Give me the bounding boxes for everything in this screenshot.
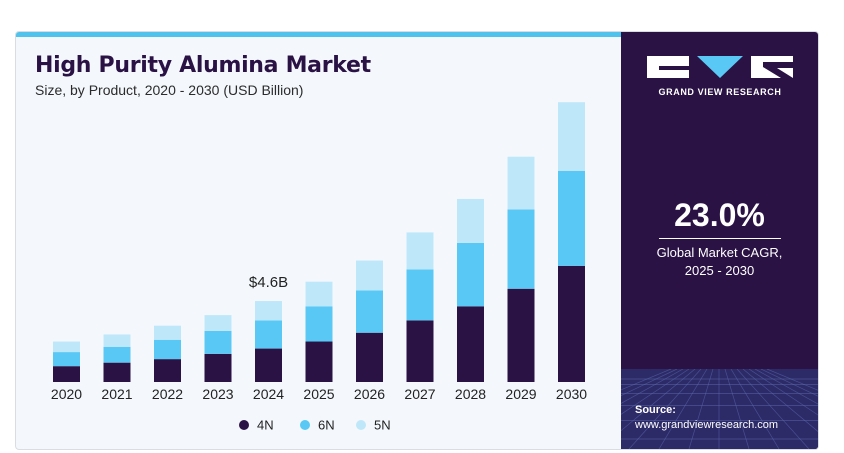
source-label: Source: <box>635 404 676 416</box>
bar-4N-2023 <box>204 353 232 382</box>
bar-4N-2027 <box>406 320 434 382</box>
bar-5N-2022 <box>154 325 181 340</box>
gvr-logo-icon <box>647 56 793 78</box>
bar-6N-2029 <box>507 209 535 289</box>
x-tick-label: 2023 <box>202 386 233 402</box>
legend-swatch-6N <box>300 420 310 430</box>
legend-label-6N: 6N <box>318 418 335 433</box>
x-tick-label: 2022 <box>152 386 183 402</box>
brand-name: GRAND VIEW RESEARCH <box>658 87 782 97</box>
bar-6N-2027 <box>406 269 434 321</box>
bar-6N-2022 <box>154 339 181 360</box>
bar-5N-2021 <box>103 334 131 347</box>
cagr-label: Global Market CAGR, 2025 - 2030 <box>621 244 818 280</box>
x-tick-label: 2021 <box>101 386 132 402</box>
bar-5N-2023 <box>204 315 232 331</box>
bar-4N-2021 <box>103 362 131 382</box>
x-tick-label: 2027 <box>404 386 435 402</box>
bar-6N-2020 <box>53 352 80 367</box>
x-tick-label: 2020 <box>51 386 82 402</box>
bar-4N-2024 <box>255 348 282 382</box>
source-url[interactable]: www.grandviewresearch.com <box>635 419 779 431</box>
chart-panel: High Purity Alumina Market Size, by Prod… <box>16 32 621 449</box>
cagr-divider <box>659 238 781 239</box>
annotation-label: $4.6B <box>249 274 288 291</box>
bar-6N-2023 <box>204 330 232 354</box>
bar-6N-2021 <box>103 346 131 363</box>
bar-6N-2024 <box>255 320 282 349</box>
info-sidebar: GRAND VIEW RESEARCH 23.0% Global Market … <box>621 32 818 449</box>
chart-title: High Purity Alumina Market <box>35 53 371 78</box>
legend-label-5N: 5N <box>374 418 391 433</box>
bar-4N-2030 <box>558 265 585 382</box>
cagr-label-line1: Global Market CAGR, <box>656 245 783 260</box>
bar-6N-2030 <box>558 170 585 266</box>
bar-5N-2027 <box>406 232 434 270</box>
x-tick-label: 2029 <box>505 386 536 402</box>
decorative-grid <box>621 369 818 449</box>
bar-5N-2030 <box>558 102 585 171</box>
bar-4N-2025 <box>305 341 333 382</box>
bar-6N-2025 <box>305 306 333 342</box>
accent-bar <box>16 32 621 37</box>
brand-logo: GRAND VIEW RESEARCH <box>645 53 795 113</box>
bar-4N-2022 <box>154 359 181 382</box>
bar-4N-2026 <box>356 332 383 382</box>
x-tick-label: 2026 <box>354 386 385 402</box>
legend-swatch-5N <box>356 420 366 430</box>
bar-4N-2020 <box>53 366 80 382</box>
bar-4N-2028 <box>457 306 484 382</box>
cagr-label-line2: 2025 - 2030 <box>684 263 755 278</box>
x-tick-label: 2025 <box>303 386 334 402</box>
x-tick-label: 2024 <box>253 386 284 402</box>
legend-label-4N: 4N <box>257 418 274 433</box>
infographic-card: High Purity Alumina Market Size, by Prod… <box>15 31 819 450</box>
bar-4N-2029 <box>507 288 535 382</box>
bar-5N-2026 <box>356 260 383 291</box>
bar-5N-2029 <box>507 156 535 210</box>
x-tick-label: 2028 <box>455 386 486 402</box>
bar-6N-2026 <box>356 290 383 333</box>
chart-subtitle: Size, by Product, 2020 - 2030 (USD Billi… <box>35 82 304 98</box>
cagr-value: 23.0% <box>674 197 765 233</box>
legend-swatch-4N <box>239 420 249 430</box>
bar-5N-2025 <box>305 281 333 307</box>
bar-5N-2028 <box>457 198 484 243</box>
x-tick-label: 2030 <box>556 386 587 402</box>
bar-5N-2020 <box>53 341 80 353</box>
stacked-bar-chart: 2020 2021 2022 2023 $4.6B 2024 2025 2026 2027 202… <box>51 102 587 433</box>
bar-5N-2024 <box>255 301 282 321</box>
bar-6N-2028 <box>457 242 484 307</box>
